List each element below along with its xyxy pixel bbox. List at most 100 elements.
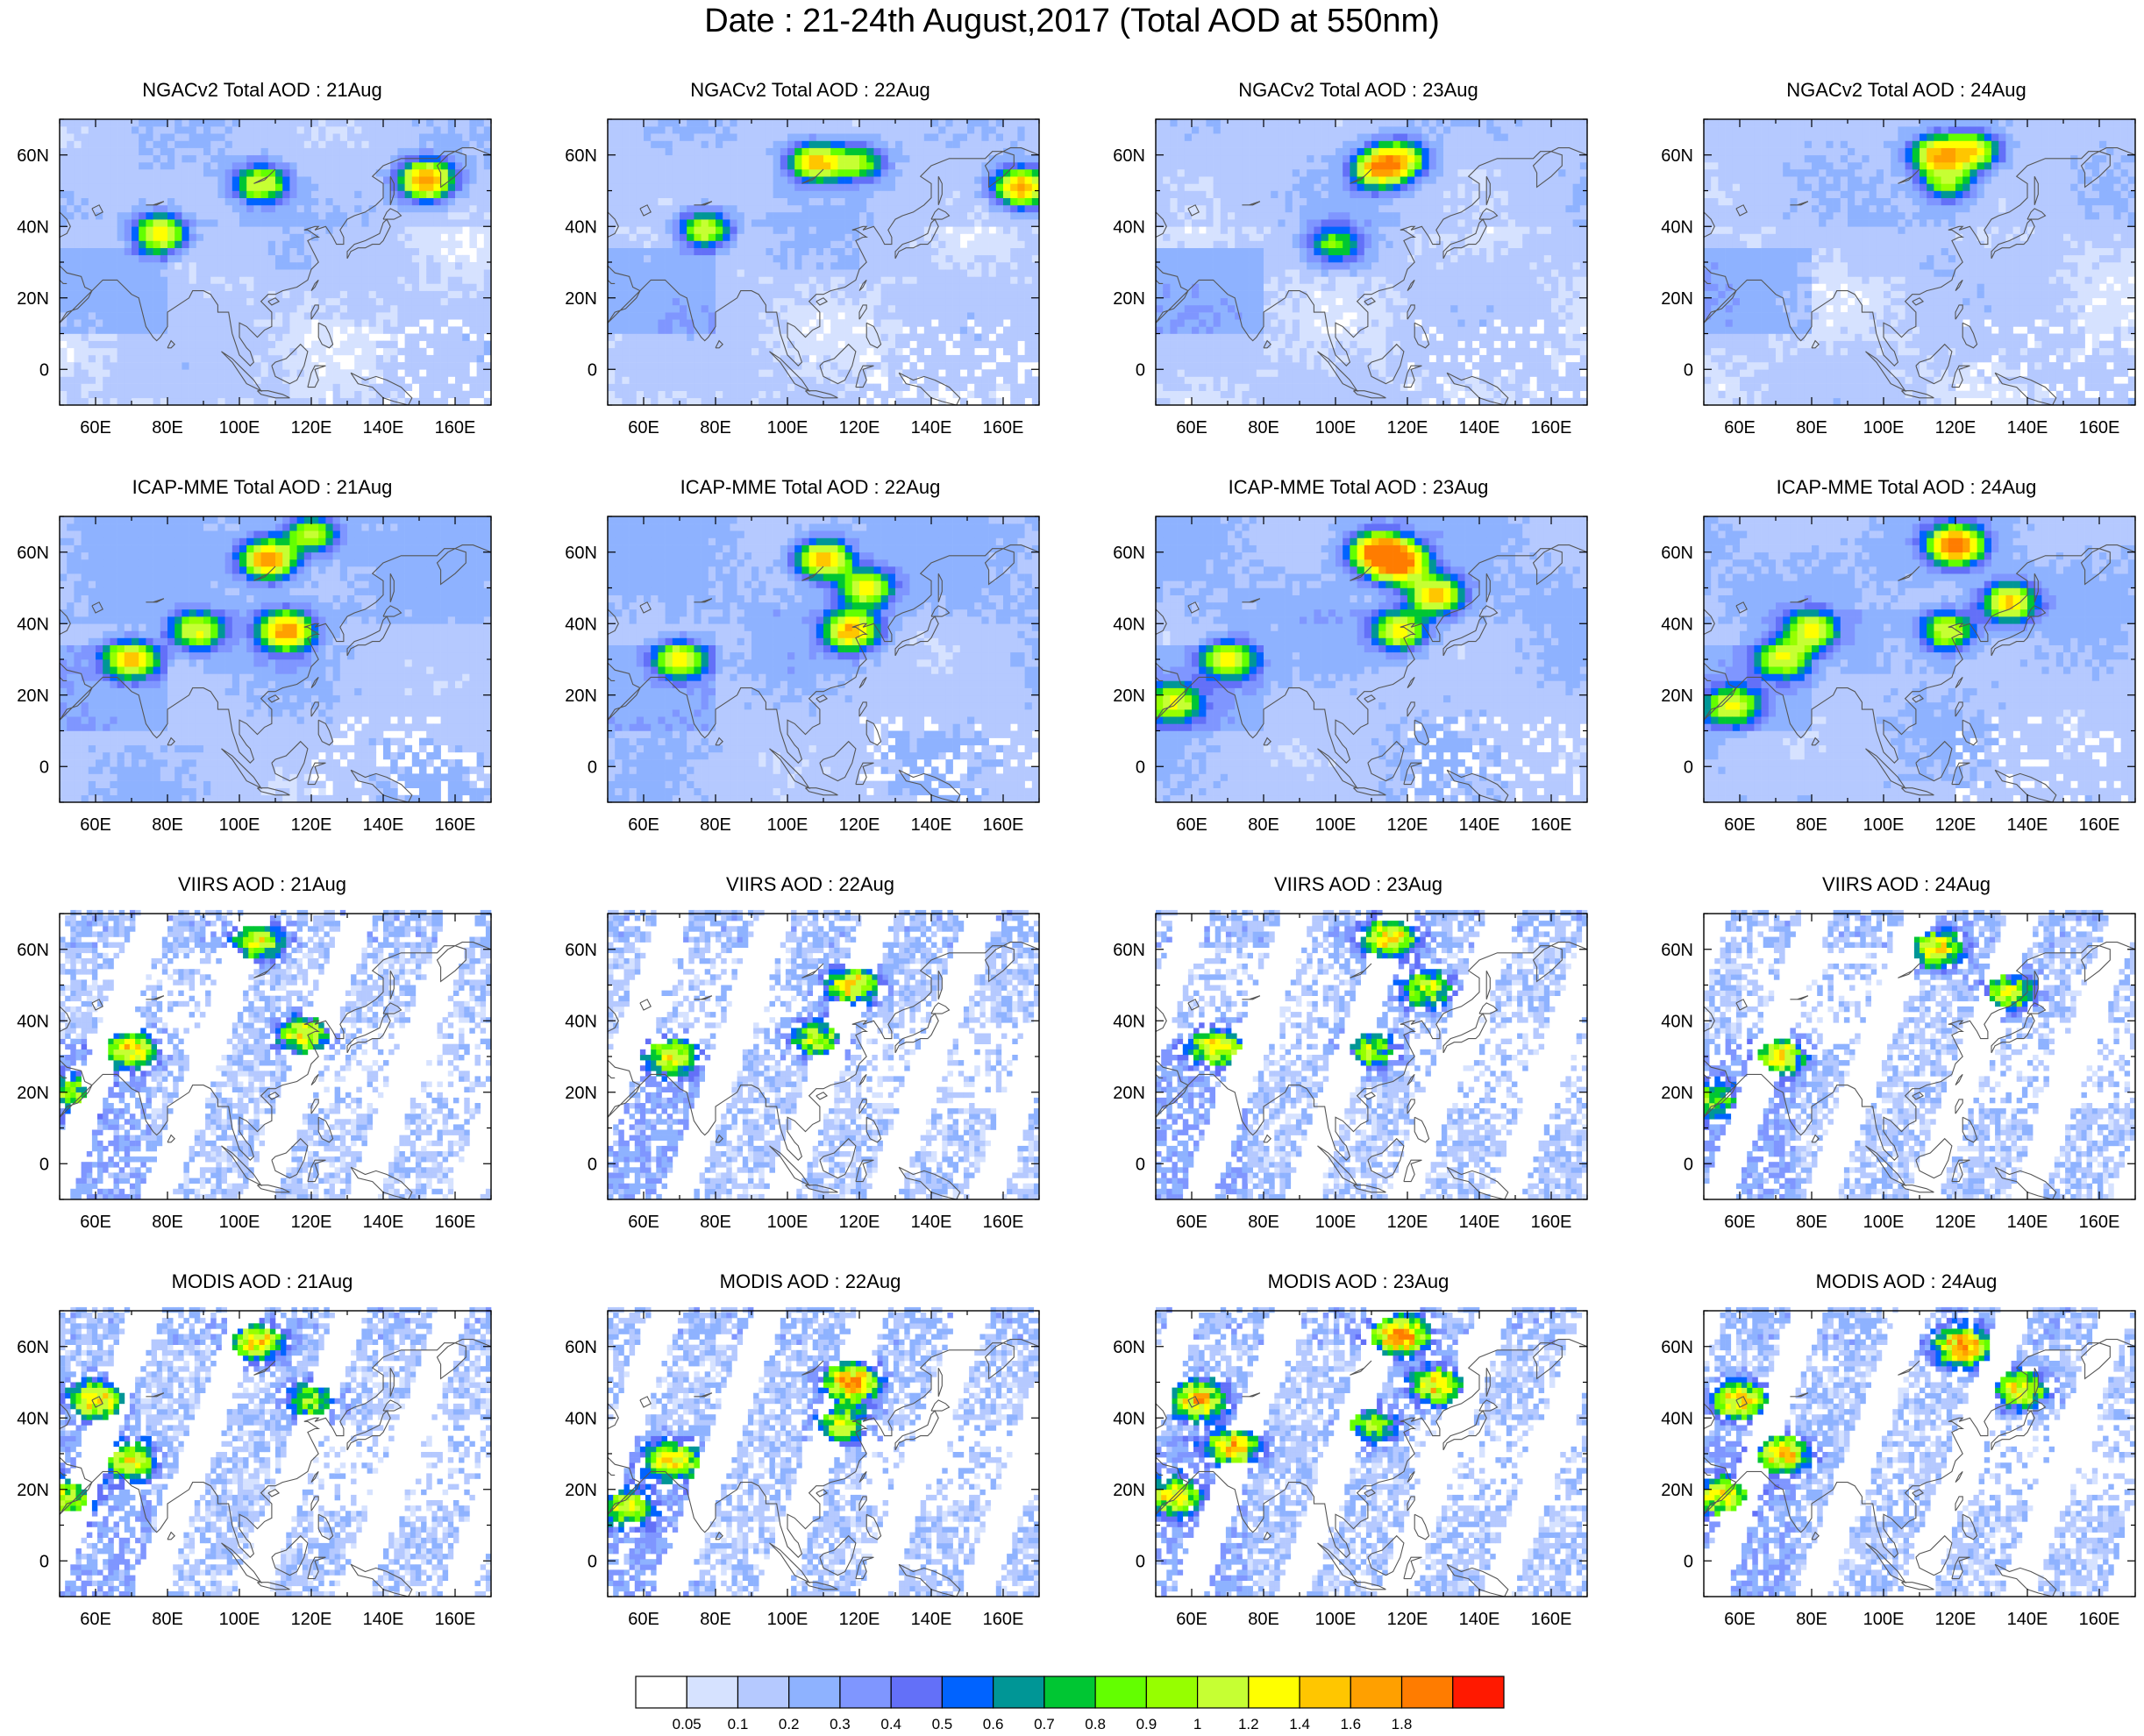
lat-tick-label: 60N <box>565 1338 597 1357</box>
aod-field <box>1156 516 1588 803</box>
colorbar-swatch <box>890 1676 944 1709</box>
lat-tick-label: 0 <box>588 1155 597 1174</box>
lon-tick-label: 160E <box>1531 1213 1572 1232</box>
lon-tick-label: 60E <box>80 815 111 835</box>
lon-tick-label: 140E <box>2007 815 2048 835</box>
lat-tick-label: 20N <box>17 289 49 309</box>
lat-tick-label: 60N <box>1113 1338 1145 1357</box>
colorbar-label: 0.05 <box>673 1716 702 1732</box>
map-panel: NGACv2 Total AOD : 21Aug 60E 80E 100E 120E 14… <box>9 79 516 456</box>
lat-tick-label: 0 <box>39 1155 49 1174</box>
lon-tick-label: 120E <box>1935 1213 1977 1232</box>
colorbar-swatch <box>1400 1676 1454 1709</box>
lat-tick-label: 20N <box>565 1481 597 1500</box>
lon-tick-label: 60E <box>80 1610 111 1629</box>
lon-tick-label: 140E <box>911 418 952 438</box>
colorbar-swatch <box>1094 1676 1147 1709</box>
lon-tick-label: 100E <box>767 1610 808 1629</box>
lat-tick-label: 20N <box>565 289 597 309</box>
lon-tick-label: 60E <box>1176 1213 1207 1232</box>
colorbar-label: 0.7 <box>1034 1716 1055 1732</box>
lon-tick-label: 60E <box>1176 815 1207 835</box>
panel-title: ICAP-MME Total AOD : 24Aug <box>1653 476 2144 499</box>
aod-field <box>608 119 1040 406</box>
lat-tick-label: 60N <box>1661 544 1693 563</box>
lon-tick-label: 100E <box>1315 815 1357 835</box>
lat-tick-label: 20N <box>1661 1481 1693 1500</box>
map-panel: ICAP-MME Total AOD : 24Aug 60E 80E 100E 120E… <box>1653 476 2144 853</box>
lon-tick-label: 120E <box>1387 815 1428 835</box>
lon-tick-label: 160E <box>2079 418 2120 438</box>
lat-tick-label: 60N <box>1113 941 1145 960</box>
lat-tick-label: 60N <box>565 146 597 166</box>
lon-tick-label: 120E <box>1935 1610 1977 1629</box>
lon-tick-label: 100E <box>219 815 260 835</box>
lon-tick-label: 60E <box>1176 418 1207 438</box>
lat-tick-label: 20N <box>1661 687 1693 706</box>
lat-tick-label: 0 <box>1684 1552 1693 1571</box>
lat-tick-label: 20N <box>17 687 49 706</box>
colorbar-swatch <box>1299 1676 1351 1709</box>
panel-title: NGACv2 Total AOD : 22Aug <box>557 79 1064 102</box>
aod-field <box>1704 909 2136 1200</box>
lon-tick-label: 60E <box>628 418 659 438</box>
lon-tick-label: 60E <box>1724 1213 1756 1232</box>
lat-tick-label: 20N <box>1113 1084 1145 1103</box>
lat-tick-label: 60N <box>1661 146 1693 166</box>
lat-tick-label: 0 <box>39 758 49 777</box>
lon-tick-label: 80E <box>1796 815 1827 835</box>
lat-tick-label: 0 <box>588 1552 597 1571</box>
colorbar-label: 0.6 <box>983 1716 1004 1732</box>
lon-tick-label: 60E <box>80 418 111 438</box>
lon-tick-label: 140E <box>911 815 952 835</box>
lon-tick-label: 140E <box>363 1610 404 1629</box>
colorbar-swatch <box>993 1676 1045 1709</box>
figure-title: Date : 21-24th August,2017 (Total AOD at… <box>0 2 2144 40</box>
map-panel: NGACv2 Total AOD : 23Aug 60E 80E 100E 120E 14… <box>1105 79 1612 456</box>
coastlines <box>1155 1339 1588 1597</box>
lon-tick-label: 80E <box>1248 418 1279 438</box>
map-panel: VIIRS AOD : 23Aug 60E 80E 100E 120E 140E 160E 0… <box>1105 873 1612 1250</box>
lat-tick-label: 60N <box>1661 1338 1693 1357</box>
map-plot: 60E 80E 100E 120E 140E 160E 0 20N 40N 60N <box>1113 1306 1588 1629</box>
colorbar-swatch <box>1452 1676 1505 1709</box>
lon-tick-label: 100E <box>767 1213 808 1232</box>
lat-tick-label: 20N <box>1113 687 1145 706</box>
map-plot: 60E 80E 100E 120E 140E 160E 0 20N 40N 60N <box>17 516 492 835</box>
lon-tick-label: 80E <box>700 1213 731 1232</box>
lon-tick-label: 60E <box>628 1610 659 1629</box>
lat-tick-label: 20N <box>1661 1084 1693 1103</box>
lon-tick-label: 100E <box>1315 418 1357 438</box>
lat-tick-label: 40N <box>17 1409 49 1428</box>
map-plot: 60E 80E 100E 120E 140E 160E 0 20N 40N 60N <box>565 118 1040 438</box>
lat-tick-label: 40N <box>1113 615 1145 634</box>
lon-tick-label: 160E <box>435 418 476 438</box>
lon-tick-label: 60E <box>1724 815 1756 835</box>
colorbar-svg: 0.05 0.1 0.2 0.3 0.4 0.5 0.6 0.7 0.8 0.9 1 1.2 1.4 1.… <box>635 1676 1505 1732</box>
colorbar-label: 0.5 <box>932 1716 953 1732</box>
lon-tick-label: 100E <box>1863 815 1905 835</box>
panel-title: MODIS AOD : 22Aug <box>557 1270 1064 1293</box>
lat-tick-label: 40N <box>565 615 597 634</box>
lon-tick-label: 80E <box>152 815 183 835</box>
map-panel: VIIRS AOD : 24Aug 60E 80E 100E 120E 140E 160E 0… <box>1653 873 2144 1250</box>
panel-title: ICAP-MME Total AOD : 23Aug <box>1105 476 1612 499</box>
lat-tick-label: 20N <box>1113 1481 1145 1500</box>
lon-tick-label: 140E <box>1459 418 1500 438</box>
lon-tick-label: 120E <box>839 418 880 438</box>
lon-tick-label: 80E <box>152 418 183 438</box>
colorbar-label: 1.8 <box>1392 1716 1413 1732</box>
lon-tick-label: 120E <box>839 1213 880 1232</box>
lon-tick-label: 160E <box>1531 418 1572 438</box>
map-panel: ICAP-MME Total AOD : 21Aug 60E 80E 100E 120E… <box>9 476 516 853</box>
panel-title: NGACv2 Total AOD : 21Aug <box>9 79 516 102</box>
lat-tick-label: 0 <box>1684 1155 1693 1174</box>
map-plot: 60E 80E 100E 120E 140E 160E 0 20N 40N 60N <box>1113 516 1588 835</box>
map-panel: VIIRS AOD : 21Aug 60E 80E 100E 120E 140E 160E 0… <box>9 873 516 1250</box>
coastlines <box>1703 544 2136 803</box>
lat-tick-label: 40N <box>1661 217 1693 237</box>
lat-tick-label: 0 <box>39 1552 49 1571</box>
lon-tick-label: 80E <box>700 1610 731 1629</box>
lat-tick-label: 60N <box>17 146 49 166</box>
lon-tick-label: 140E <box>363 815 404 835</box>
